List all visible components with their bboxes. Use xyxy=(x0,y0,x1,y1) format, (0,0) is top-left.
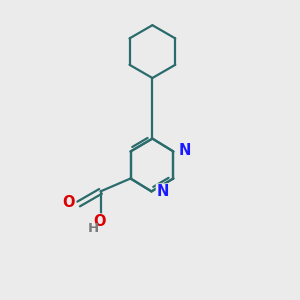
Text: N: N xyxy=(157,184,169,200)
Text: O: O xyxy=(62,195,75,210)
Text: O: O xyxy=(93,214,105,230)
Text: N: N xyxy=(179,143,191,158)
Text: H: H xyxy=(87,222,99,235)
